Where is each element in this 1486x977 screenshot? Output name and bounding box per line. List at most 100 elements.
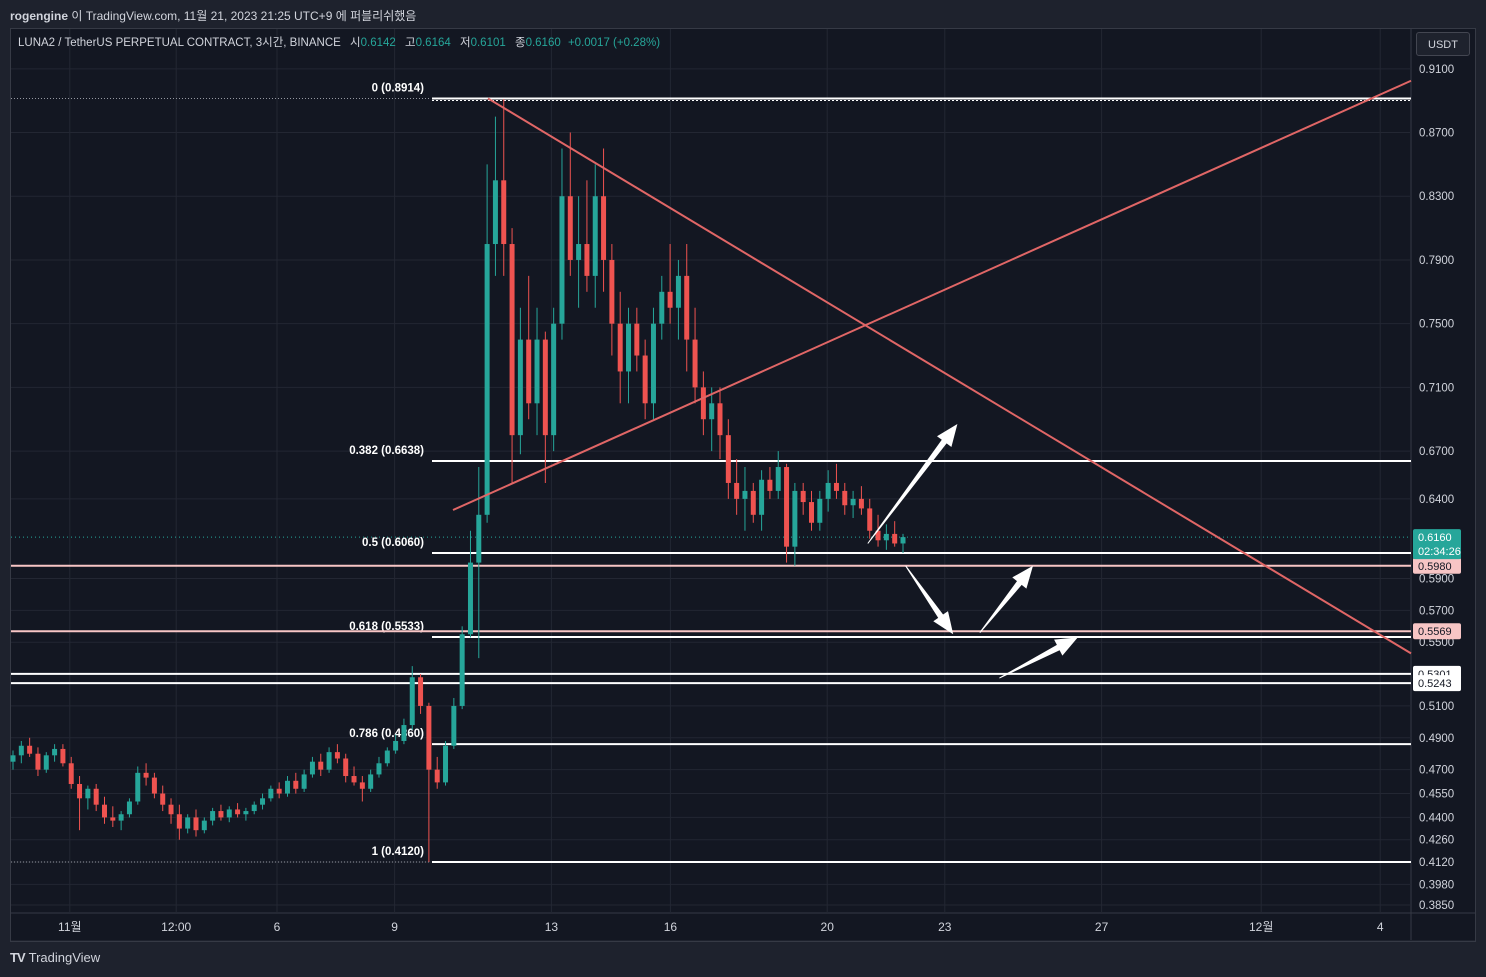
candle-body bbox=[260, 798, 266, 805]
candle-body bbox=[892, 533, 898, 544]
candle-body bbox=[576, 244, 582, 260]
x-tick-label: 4 bbox=[1377, 920, 1384, 934]
candle-body bbox=[825, 482, 831, 499]
candle-body bbox=[334, 752, 340, 759]
candle-body bbox=[326, 752, 332, 770]
candle-body bbox=[110, 817, 116, 821]
y-tick-label: 0.8300 bbox=[1419, 191, 1454, 203]
descending-trendline bbox=[487, 97, 1412, 655]
candle-body bbox=[176, 814, 182, 829]
fib-level-label: 0.618 (0.5533) bbox=[349, 621, 424, 633]
x-tick-label: 12월 bbox=[1249, 920, 1273, 934]
candle-body bbox=[451, 705, 457, 746]
candle-body bbox=[534, 339, 540, 404]
publish-bar: rogengine 이 TradingView.com, 11월 21, 202… bbox=[0, 0, 1486, 28]
publisher-name[interactable]: rogengine bbox=[10, 9, 69, 23]
close-value: 0.6160 bbox=[525, 37, 561, 49]
candle-body bbox=[151, 777, 157, 794]
candle-body bbox=[393, 740, 399, 751]
y-tick-label: 0.6400 bbox=[1419, 494, 1454, 506]
arrow-annotation bbox=[979, 565, 1033, 633]
candle-body bbox=[867, 508, 873, 531]
high-label: 고 bbox=[405, 37, 416, 49]
candle-body bbox=[734, 482, 740, 499]
candle-body bbox=[900, 537, 906, 544]
fib-level-label: 0.382 (0.6638) bbox=[349, 445, 424, 457]
candle-body bbox=[210, 811, 216, 821]
candle-body bbox=[559, 196, 565, 324]
candle-body bbox=[484, 244, 490, 515]
candle-body bbox=[700, 387, 706, 420]
candle-body bbox=[368, 774, 374, 789]
candle-body bbox=[684, 275, 690, 340]
y-tick-label: 0.6700 bbox=[1419, 446, 1454, 458]
x-tick-label: 23 bbox=[938, 920, 952, 934]
fib-level-label: 0.5 (0.6060) bbox=[362, 537, 424, 549]
footer-brand[interactable]: TV TradingView bbox=[10, 950, 100, 965]
y-tick-label: 0.7900 bbox=[1419, 255, 1454, 267]
candle-body bbox=[10, 755, 16, 762]
candle-body bbox=[659, 291, 665, 324]
close-label: 종 bbox=[514, 37, 526, 49]
candle-body bbox=[675, 275, 681, 308]
candle-body bbox=[883, 533, 889, 541]
candle-body bbox=[634, 323, 640, 356]
candle-body bbox=[193, 817, 199, 831]
x-tick-label: 27 bbox=[1095, 920, 1109, 934]
y-tick-label: 0.3850 bbox=[1419, 900, 1454, 912]
candle-body bbox=[27, 745, 33, 754]
y-tick-label: 0.5500 bbox=[1419, 637, 1454, 649]
symbol-legend: LUNA2 / TetherUS PERPETUAL CONTRACT, 3시간… bbox=[18, 34, 660, 50]
fib-level-label: 1 (0.4120) bbox=[372, 846, 425, 858]
plot-area bbox=[11, 29, 1411, 913]
candle-body bbox=[68, 763, 74, 784]
candle-body bbox=[343, 758, 349, 777]
candle-body bbox=[601, 196, 607, 260]
y-tick-label: 0.8700 bbox=[1419, 128, 1454, 140]
y-tick-label: 0.5900 bbox=[1419, 574, 1454, 586]
candle-body bbox=[243, 811, 249, 815]
candle-body bbox=[617, 323, 623, 372]
candle-body bbox=[351, 776, 357, 783]
candle-body bbox=[284, 780, 290, 794]
level-price-label-bg bbox=[1413, 675, 1461, 692]
candle-body bbox=[301, 774, 307, 789]
candle-body bbox=[667, 291, 673, 308]
candle-body bbox=[426, 705, 432, 770]
symbol-title[interactable]: LUNA2 / TetherUS PERPETUAL CONTRACT, 3시간… bbox=[18, 37, 341, 49]
publish-text: 이 TradingView.com, 11월 21, 2023 21:25 UT… bbox=[71, 9, 417, 23]
y-tick-label: 0.7100 bbox=[1419, 382, 1454, 394]
y-tick-label: 0.7500 bbox=[1419, 319, 1454, 331]
candle-body bbox=[842, 490, 848, 506]
candle-body bbox=[43, 755, 49, 770]
candle-body bbox=[384, 750, 390, 764]
currency-button[interactable]: USDT bbox=[1416, 32, 1470, 56]
low-label: 저 bbox=[459, 37, 471, 49]
candle-body bbox=[93, 788, 99, 805]
candle-body bbox=[434, 769, 440, 783]
candle-body bbox=[517, 339, 523, 436]
candle-body bbox=[809, 502, 814, 523]
tradingview-logo-icon: TV bbox=[10, 950, 26, 965]
candle-body bbox=[717, 403, 723, 436]
candle-body bbox=[459, 634, 465, 706]
change-value: +0.0017 (+0.28%) bbox=[567, 37, 661, 49]
candle-body bbox=[650, 323, 656, 404]
candle-body bbox=[251, 804, 257, 812]
candle-body bbox=[102, 804, 107, 818]
candle-body bbox=[742, 490, 748, 499]
x-tick-label: 12:00 bbox=[161, 920, 191, 934]
candle-body bbox=[35, 753, 41, 770]
candle-body bbox=[235, 809, 241, 815]
candle-body bbox=[401, 725, 407, 741]
brand-name: TradingView bbox=[28, 950, 101, 965]
arrow-annotation bbox=[905, 565, 954, 635]
current-price-label-bg bbox=[1413, 529, 1461, 560]
y-tick-label: 0.5100 bbox=[1419, 701, 1454, 713]
y-tick-label: 0.4900 bbox=[1419, 733, 1454, 745]
candle-body bbox=[443, 745, 449, 783]
candle-body bbox=[875, 530, 881, 541]
candle-body bbox=[60, 748, 66, 764]
candle-body bbox=[467, 562, 473, 635]
